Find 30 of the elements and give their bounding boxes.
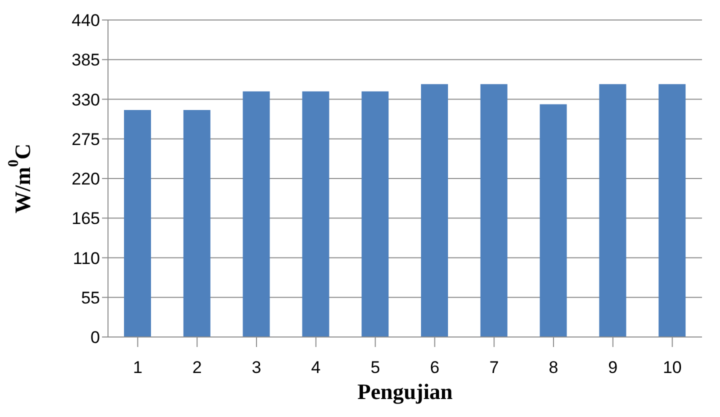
bar [540, 104, 567, 337]
bar [302, 91, 330, 337]
x-tick-label: 1 [132, 358, 142, 378]
x-tick-label: 4 [311, 358, 321, 378]
y-tick-label: 275 [72, 130, 100, 149]
x-tick-label: 7 [489, 358, 499, 378]
x-tick-label: 6 [430, 358, 440, 378]
y-tick-label: 440 [72, 11, 100, 30]
y-tick-label: 220 [72, 170, 100, 189]
x-tick-label: 2 [192, 358, 202, 378]
x-tick-label: 9 [608, 358, 618, 378]
x-tick-label: 3 [252, 358, 262, 378]
x-tick-label: 8 [548, 358, 558, 378]
bar [421, 84, 448, 337]
x-axis-title: Pengujian [357, 379, 453, 404]
bar [124, 110, 151, 337]
y-tick-label: 110 [72, 248, 100, 268]
bar [480, 84, 508, 337]
y-tick-label: 330 [72, 90, 100, 110]
y-tick-label: 165 [72, 209, 100, 228]
x-tick-label: 5 [370, 358, 380, 378]
x-tick-label: 10 [662, 358, 682, 378]
bar [599, 84, 626, 337]
bar [362, 91, 389, 337]
y-tick-label: 55 [81, 288, 100, 308]
bar [242, 91, 270, 337]
bar [183, 110, 210, 337]
bar [658, 84, 686, 337]
y-tick-label: 385 [72, 50, 100, 70]
y-tick-label: 0 [90, 328, 100, 348]
